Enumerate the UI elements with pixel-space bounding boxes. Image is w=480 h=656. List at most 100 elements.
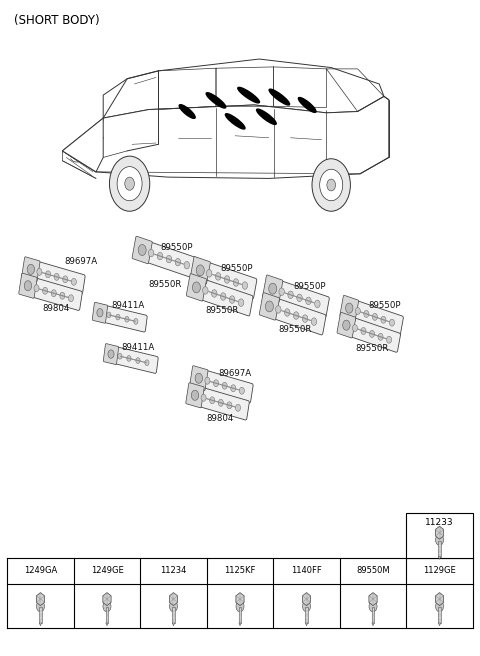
Polygon shape: [372, 623, 374, 626]
Circle shape: [195, 373, 203, 383]
Circle shape: [224, 276, 230, 283]
Circle shape: [127, 356, 131, 361]
Circle shape: [288, 291, 293, 298]
Ellipse shape: [299, 98, 316, 112]
Bar: [438, 541, 441, 556]
FancyArrow shape: [208, 291, 238, 302]
Circle shape: [203, 287, 208, 294]
Circle shape: [297, 294, 302, 302]
Circle shape: [435, 535, 444, 545]
FancyBboxPatch shape: [192, 386, 249, 420]
Circle shape: [109, 156, 150, 211]
FancyBboxPatch shape: [25, 276, 82, 310]
Text: 89550R: 89550R: [149, 280, 182, 289]
FancyArrow shape: [206, 398, 235, 407]
Text: 89550R: 89550R: [205, 306, 239, 316]
Polygon shape: [305, 623, 308, 626]
Text: 89804: 89804: [42, 304, 70, 314]
Text: 11233: 11233: [425, 518, 454, 527]
FancyBboxPatch shape: [190, 256, 210, 284]
FancyArrow shape: [212, 274, 242, 285]
Circle shape: [302, 601, 311, 612]
Circle shape: [212, 290, 217, 297]
Circle shape: [231, 385, 236, 392]
Ellipse shape: [238, 87, 260, 103]
Polygon shape: [36, 592, 45, 605]
Circle shape: [37, 268, 42, 276]
FancyArrow shape: [210, 381, 239, 390]
FancyBboxPatch shape: [340, 295, 359, 321]
Circle shape: [276, 306, 281, 313]
Text: 89550P: 89550P: [221, 264, 253, 273]
Circle shape: [218, 400, 223, 406]
Polygon shape: [62, 96, 389, 178]
Circle shape: [233, 279, 239, 286]
Circle shape: [238, 299, 244, 306]
Text: 1129GE: 1129GE: [423, 566, 456, 575]
Circle shape: [269, 283, 277, 294]
Bar: [172, 607, 175, 623]
Circle shape: [364, 310, 369, 318]
Circle shape: [314, 300, 320, 308]
Circle shape: [355, 308, 360, 314]
Circle shape: [378, 333, 383, 340]
FancyArrow shape: [39, 289, 68, 298]
Text: 1249GE: 1249GE: [91, 566, 123, 575]
Text: 89697A: 89697A: [65, 256, 98, 266]
Circle shape: [138, 245, 146, 255]
Text: 11234: 11234: [160, 566, 187, 575]
Circle shape: [343, 320, 350, 330]
Circle shape: [361, 327, 366, 335]
Bar: [406, 513, 473, 558]
Circle shape: [370, 331, 374, 337]
Circle shape: [69, 295, 73, 302]
Circle shape: [240, 387, 244, 394]
Bar: [372, 607, 374, 623]
Circle shape: [346, 303, 353, 313]
Polygon shape: [239, 623, 241, 626]
Polygon shape: [169, 592, 178, 605]
Circle shape: [206, 270, 212, 277]
Circle shape: [352, 325, 358, 331]
Text: 89550R: 89550R: [355, 344, 389, 354]
Ellipse shape: [269, 89, 289, 105]
Circle shape: [134, 319, 138, 324]
FancyBboxPatch shape: [197, 260, 257, 299]
Circle shape: [386, 337, 392, 343]
Circle shape: [24, 281, 32, 291]
Text: 89550P: 89550P: [161, 243, 193, 252]
FancyBboxPatch shape: [103, 344, 119, 365]
Text: 89411A: 89411A: [121, 342, 155, 352]
Circle shape: [311, 318, 317, 325]
Polygon shape: [39, 623, 42, 626]
FancyArrow shape: [285, 293, 314, 303]
FancyBboxPatch shape: [92, 302, 108, 323]
FancyBboxPatch shape: [259, 293, 279, 320]
Polygon shape: [369, 592, 377, 605]
Circle shape: [166, 255, 172, 263]
Text: 89697A: 89697A: [218, 369, 252, 379]
Circle shape: [54, 274, 59, 280]
Text: 89550M: 89550M: [356, 566, 390, 575]
FancyBboxPatch shape: [97, 304, 147, 332]
Bar: [106, 607, 108, 623]
Text: 89550R: 89550R: [278, 325, 312, 335]
Circle shape: [103, 601, 111, 612]
Circle shape: [222, 382, 227, 389]
FancyBboxPatch shape: [22, 256, 40, 282]
Circle shape: [72, 278, 76, 285]
Circle shape: [227, 402, 232, 409]
Circle shape: [381, 316, 386, 323]
Circle shape: [63, 276, 68, 283]
FancyArrow shape: [120, 356, 146, 363]
Circle shape: [51, 290, 56, 297]
FancyArrow shape: [360, 312, 389, 322]
FancyArrow shape: [42, 272, 71, 281]
Circle shape: [293, 312, 299, 319]
Circle shape: [157, 253, 163, 260]
Circle shape: [175, 258, 180, 266]
Bar: [438, 607, 441, 623]
Circle shape: [265, 301, 274, 312]
Circle shape: [306, 297, 311, 304]
Text: 89804: 89804: [206, 414, 234, 423]
